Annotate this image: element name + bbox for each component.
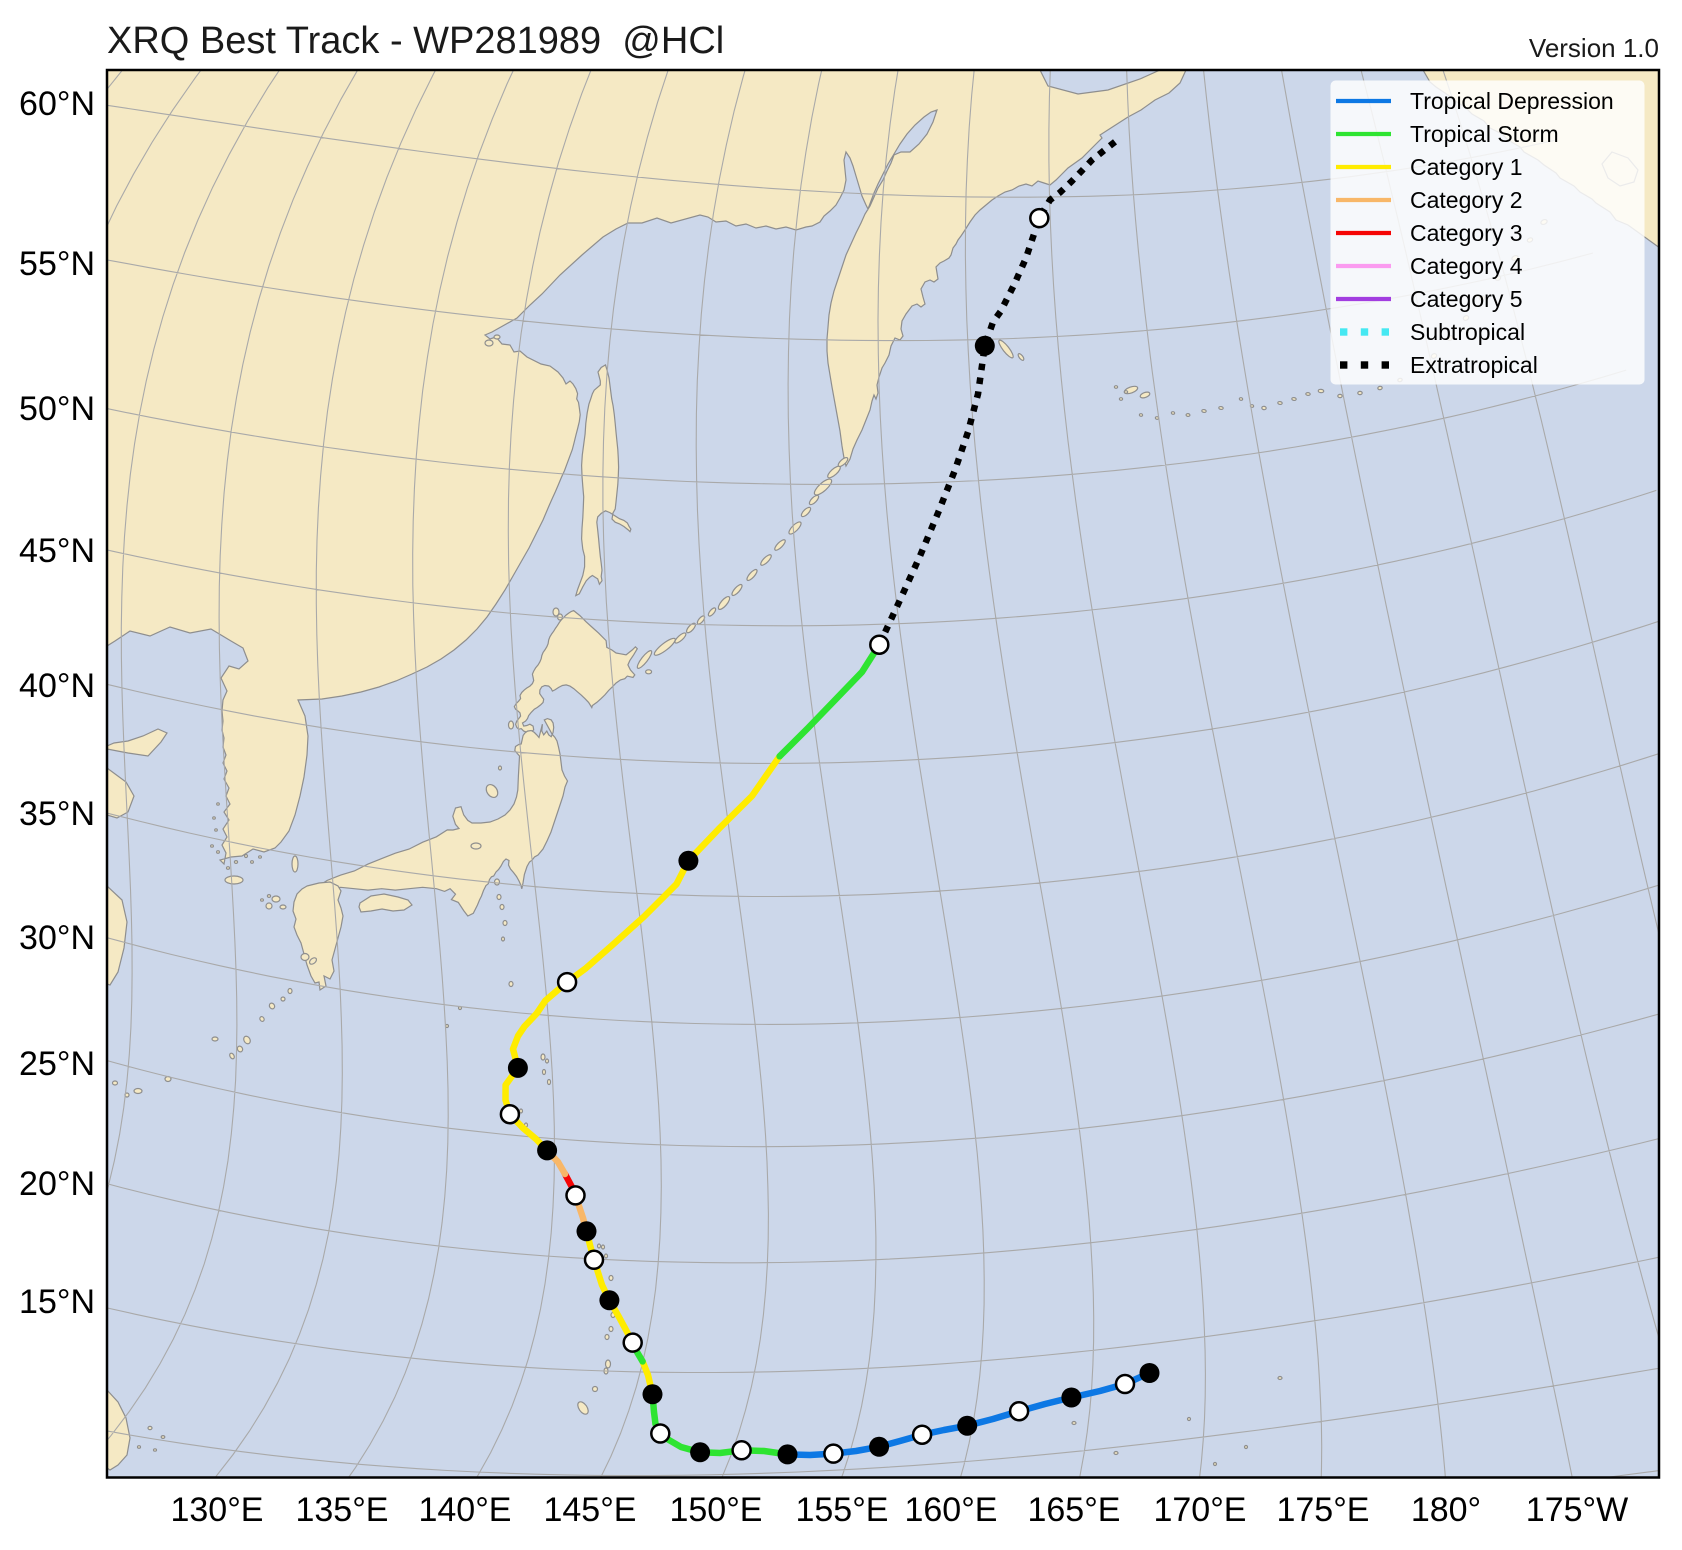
svg-text:XRQ Best Track - WP281989 @HC: XRQ Best Track - WP281989 @HCl	[107, 20, 724, 62]
svg-text:25°N: 25°N	[19, 1045, 95, 1083]
svg-text:Category 5: Category 5	[1410, 286, 1523, 312]
svg-text:180°: 180°	[1411, 1491, 1481, 1529]
svg-text:150°E: 150°E	[669, 1491, 762, 1529]
svg-text:170°E: 170°E	[1153, 1491, 1246, 1529]
svg-text:Category 3: Category 3	[1410, 220, 1523, 246]
svg-text:175°W: 175°W	[1526, 1491, 1628, 1529]
svg-text:20°N: 20°N	[19, 1165, 95, 1203]
svg-text:160°E: 160°E	[904, 1491, 997, 1529]
svg-text:45°N: 45°N	[19, 532, 95, 570]
svg-text:55°N: 55°N	[19, 245, 95, 283]
svg-text:155°E: 155°E	[795, 1491, 888, 1529]
svg-text:Extratropical: Extratropical	[1410, 352, 1538, 378]
svg-text:Version 1.0: Version 1.0	[1529, 33, 1659, 63]
svg-text:130°E: 130°E	[170, 1491, 263, 1529]
svg-text:50°N: 50°N	[19, 390, 95, 428]
svg-text:145°E: 145°E	[543, 1491, 636, 1529]
svg-text:Tropical Storm: Tropical Storm	[1410, 121, 1559, 147]
svg-text:Tropical Depression: Tropical Depression	[1410, 88, 1614, 114]
svg-text:Category 1: Category 1	[1410, 154, 1523, 180]
svg-text:165°E: 165°E	[1027, 1491, 1120, 1529]
svg-text:15°N: 15°N	[19, 1283, 95, 1321]
svg-text:Category 4: Category 4	[1410, 253, 1523, 279]
svg-text:175°E: 175°E	[1276, 1491, 1369, 1529]
svg-text:40°N: 40°N	[19, 667, 95, 705]
svg-text:140°E: 140°E	[418, 1491, 511, 1529]
svg-text:Category 2: Category 2	[1410, 187, 1523, 213]
svg-text:60°N: 60°N	[19, 85, 95, 123]
svg-text:135°E: 135°E	[295, 1491, 388, 1529]
svg-text:35°N: 35°N	[19, 795, 95, 833]
svg-text:Subtropical: Subtropical	[1410, 319, 1525, 345]
svg-text:30°N: 30°N	[19, 919, 95, 957]
